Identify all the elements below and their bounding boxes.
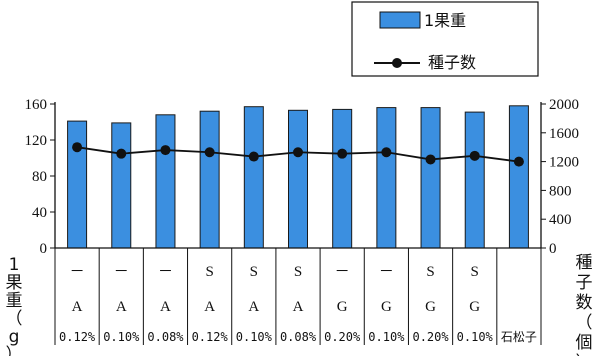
line-point [337,148,348,159]
category-row2-label: A [116,299,127,315]
category-row1-label: － [335,264,350,280]
right-tick-label: 1600 [549,126,579,142]
legend-label-line: 種子数 [428,53,476,72]
legend: 1果重 種子数 [351,1,539,77]
bar [155,114,176,249]
bar [508,105,529,249]
category-row2-label: A [160,299,171,315]
category-row3-label: 0.10% [368,330,405,344]
left-tick-label: 80 [32,169,47,185]
left-tick-label: 120 [25,133,48,149]
category-row2-label: G [425,299,436,315]
category-row1-label: S [426,264,434,280]
line-point [293,147,303,158]
left-axis-title-char: ） [6,345,23,356]
left-axis-title-char: （ [6,309,23,329]
line-point [204,147,215,158]
category-row1-label: － [114,264,129,280]
category-row3-label: 0.10% [103,330,140,344]
legend-swatch-bar [379,11,421,29]
line-point [160,145,171,156]
bar [464,111,485,249]
category-row2-label: A [293,299,304,315]
line-point [381,147,392,158]
line-point [248,151,259,162]
right-tick-label: 0 [549,241,557,257]
bar [420,107,441,249]
category-row3-label: 0.08% [147,330,184,344]
category-row1-label: S [250,264,258,280]
left-axis-title-char: 重 [6,291,23,311]
right-axis-ticks: 0 400 800 1200 1600 2000 [541,97,579,257]
category-row1-label: S [471,264,479,280]
right-tick-label: 400 [549,212,572,228]
left-axis-title-char: g [9,327,20,347]
line-point [425,154,436,165]
category-row1-label: － [70,264,85,280]
right-axis-title-char: （ [576,313,593,333]
right-tick-label: 800 [549,183,572,199]
bar [332,108,353,249]
line-series [72,142,524,167]
left-axis-title-char: 果 [6,273,23,293]
line-point [72,142,83,153]
left-tick-label: 160 [25,97,48,113]
category-row2-label: A [204,299,215,315]
axes [54,102,542,345]
category-row1-label: S [294,264,302,280]
category-row3-label: 0.12% [192,330,229,344]
left-tick-label: 0 [40,241,48,257]
right-axis-title-char: ） [576,353,593,356]
category-row2-label: G [469,299,480,315]
line-point [469,150,480,161]
category-row1-label: － [158,264,173,280]
left-tick-label: 40 [32,205,47,221]
right-axis-title-char: 種 [576,253,593,273]
category-row1-label: － [379,264,394,280]
right-axis-title-char: 個 [576,333,593,353]
category-row3-label: 0.10% [236,330,273,344]
legend-label-bar: 1果重 [424,11,466,30]
category-row3-label: 0.10% [457,330,494,344]
category-labels: － A 0.12% － A 0.10% － A 0.08% S A 0.12% S A 0.10% S A 0.0… [59,264,537,344]
left-axis-ticks: 0 40 80 120 160 [25,97,55,257]
line-point [513,156,524,167]
category-row3-label: 0.12% [59,330,96,344]
right-tick-label: 2000 [549,97,579,113]
right-tick-label: 1200 [549,155,579,171]
category-row2-label: A [248,299,259,315]
category-row1-label: S [205,264,213,280]
category-row3-label: 0.20% [324,330,361,344]
category-row2-label: A [72,299,83,315]
category-row3-label: 0.08% [280,330,317,344]
left-axis-title-char: 1 [9,255,20,275]
line-point [116,148,127,159]
bar [376,107,397,249]
category-row3-label: 石松子 [501,330,537,344]
category-row3-label: 0.20% [412,330,449,344]
category-row2-label: G [337,299,348,315]
bar-series [67,105,529,249]
bar [111,122,132,249]
bar [199,110,220,249]
bar [243,106,264,249]
bar [288,109,308,249]
legend-swatch-marker [392,58,402,68]
category-row2-label: G [381,299,392,315]
axis-labels: 1果重（g）種子数（個） [6,253,593,356]
bar [67,120,88,249]
right-axis-title-char: 数 [576,293,593,313]
right-axis-title-char: 子 [576,273,593,293]
